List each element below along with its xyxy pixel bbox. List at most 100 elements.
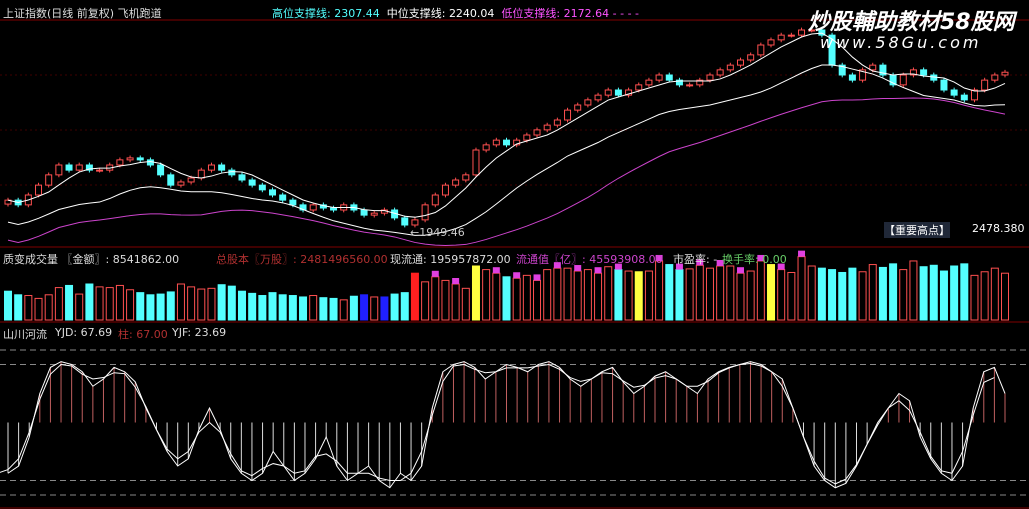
candle bbox=[45, 174, 53, 186]
volume-cap bbox=[757, 254, 765, 261]
candle bbox=[258, 184, 266, 191]
volume-bar bbox=[309, 295, 318, 321]
volume-bar bbox=[431, 276, 440, 321]
volume-bar bbox=[44, 294, 53, 321]
volume-cap bbox=[452, 278, 460, 284]
candle bbox=[197, 169, 205, 179]
mid-support-value: 2240.04 bbox=[448, 7, 495, 20]
candle bbox=[838, 64, 846, 76]
candle bbox=[482, 144, 490, 151]
volume-bar bbox=[624, 270, 633, 321]
volume-bar bbox=[1001, 272, 1009, 321]
candle bbox=[157, 164, 165, 176]
candle bbox=[269, 189, 277, 196]
volume-bar bbox=[634, 271, 643, 321]
volume-bar bbox=[919, 266, 928, 321]
volume-bar bbox=[543, 269, 552, 321]
candle bbox=[848, 74, 856, 81]
volume-bar bbox=[268, 292, 277, 321]
zhu-value: 柱: 67.00 bbox=[118, 328, 168, 341]
volume-bar bbox=[502, 276, 511, 321]
moving-average-line bbox=[7, 64, 1006, 236]
volume-bar bbox=[695, 264, 704, 321]
volume-bar bbox=[24, 295, 33, 321]
volume-label: 质变成交量 〖金额〗: 8541862.00 bbox=[3, 253, 180, 266]
candle bbox=[981, 79, 989, 91]
volume-bar bbox=[797, 256, 806, 321]
candle bbox=[899, 74, 907, 86]
candle bbox=[116, 159, 124, 166]
candle bbox=[655, 74, 663, 81]
volume-bar bbox=[299, 296, 308, 321]
volume-bar bbox=[594, 272, 603, 321]
candle bbox=[991, 74, 999, 81]
chart-title: 上证指数(日线 前复权) 飞机跑道 bbox=[3, 7, 162, 20]
volume-bar bbox=[105, 287, 114, 321]
volume-bar bbox=[115, 284, 124, 321]
volume-bar bbox=[777, 269, 786, 321]
candle bbox=[503, 139, 510, 146]
volume-bar bbox=[807, 265, 816, 321]
candle bbox=[289, 199, 297, 206]
volume-bar bbox=[716, 265, 725, 321]
moving-average-line bbox=[7, 97, 1006, 246]
candle bbox=[909, 69, 917, 76]
volume-bar bbox=[380, 296, 389, 321]
candle bbox=[614, 89, 622, 96]
candle bbox=[85, 164, 93, 171]
candle bbox=[513, 139, 521, 146]
low-marker: ←1949.46 bbox=[410, 226, 465, 239]
candle bbox=[604, 89, 612, 96]
volume-bar bbox=[909, 260, 918, 321]
volume-bar bbox=[889, 263, 898, 321]
candle bbox=[96, 169, 104, 172]
candle bbox=[940, 79, 948, 91]
volume-cap bbox=[533, 274, 541, 281]
float-shares: 现流通: 195957872.00 bbox=[390, 253, 511, 266]
volume-bar bbox=[787, 271, 796, 321]
key-high-value: 2478.380 bbox=[972, 222, 1025, 235]
volume-bar bbox=[65, 284, 74, 321]
candle bbox=[126, 157, 134, 161]
candle bbox=[360, 209, 368, 216]
volume-bar bbox=[278, 294, 287, 321]
candle bbox=[767, 39, 775, 46]
candle bbox=[553, 119, 561, 126]
candle bbox=[675, 79, 683, 86]
candle bbox=[309, 204, 317, 211]
volume-cap bbox=[777, 263, 785, 270]
volume-cap bbox=[655, 254, 663, 261]
volume-cap bbox=[798, 250, 806, 257]
candle bbox=[441, 184, 449, 196]
volume-bar bbox=[187, 286, 196, 321]
volume-bar bbox=[197, 288, 206, 321]
high-support-value: 2307.44 bbox=[334, 7, 380, 20]
volume-bar bbox=[878, 266, 887, 321]
osc-name: 山川河流 bbox=[3, 328, 47, 341]
candle bbox=[462, 174, 470, 181]
volume-bar bbox=[644, 270, 653, 321]
volume-cap bbox=[696, 259, 704, 266]
volume-cap bbox=[431, 270, 439, 277]
volume-bar bbox=[461, 287, 470, 321]
candle bbox=[879, 64, 887, 76]
volume-bar bbox=[604, 266, 613, 321]
volume-bar bbox=[136, 292, 145, 321]
candle bbox=[920, 69, 928, 76]
candle bbox=[248, 179, 256, 186]
candle bbox=[726, 64, 734, 71]
volume-bar bbox=[736, 272, 745, 321]
volume-bar bbox=[237, 290, 246, 321]
volume-bar bbox=[726, 265, 735, 321]
volume-bar bbox=[533, 279, 542, 321]
candle bbox=[808, 29, 816, 32]
volume-bar bbox=[960, 263, 969, 321]
volume-bar bbox=[583, 269, 592, 321]
candle bbox=[472, 149, 480, 176]
candle bbox=[594, 94, 602, 101]
volume-bar bbox=[95, 286, 104, 321]
volume-bar bbox=[665, 264, 674, 321]
candle bbox=[492, 139, 500, 146]
